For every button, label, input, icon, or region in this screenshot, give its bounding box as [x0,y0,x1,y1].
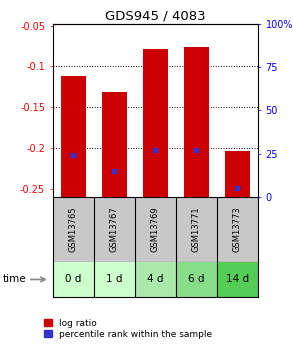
Text: GSM13765: GSM13765 [69,207,78,252]
Bar [53,262,94,297]
Text: 4 d: 4 d [147,275,163,284]
Bar [135,262,176,297]
Text: 14 d: 14 d [226,275,249,284]
Text: time: time [3,275,27,284]
Text: 6 d: 6 d [188,275,205,284]
Bar [94,262,135,297]
Text: 0 d: 0 d [65,275,81,284]
Legend: log ratio, percentile rank within the sample: log ratio, percentile rank within the sa… [42,317,214,341]
Bar [184,47,209,197]
Bar [143,49,168,197]
Text: GSM13773: GSM13773 [233,207,242,252]
Text: GSM13769: GSM13769 [151,207,160,252]
Title: GDS945 / 4083: GDS945 / 4083 [105,10,206,23]
Bar [61,76,86,197]
Text: 1 d: 1 d [106,275,122,284]
Bar [225,151,250,197]
Bar [217,262,258,297]
Bar [176,262,217,297]
Text: GSM13771: GSM13771 [192,207,201,252]
Text: GSM13767: GSM13767 [110,207,119,252]
Bar [102,92,127,197]
